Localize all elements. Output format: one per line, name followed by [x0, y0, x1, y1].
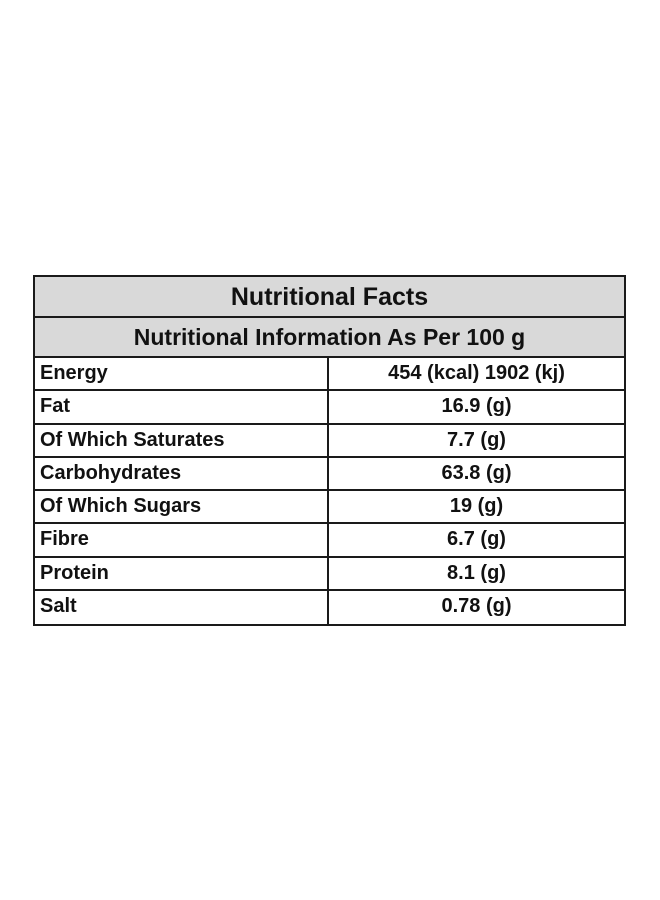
table-row-protein: Protein 8.1 (g) [35, 557, 624, 592]
nutrient-label: Protein [35, 557, 329, 590]
nutrient-label: Fibre [35, 524, 329, 556]
table-row-fat: Fat 16.9 (g) [35, 391, 624, 425]
nutrient-value: 16.9 (g) [441, 395, 512, 418]
nutrient-value: 454 (kcal) 1902 (kj) [388, 362, 565, 384]
nutrient-label: Of Which Sugars [35, 491, 329, 523]
nutrient-value: 8.1 (g) [447, 561, 506, 584]
nutrient-value: 0.78 (g) [441, 595, 512, 618]
table-row-carbohydrates: Carbohydrates 63.8 (g) [35, 457, 624, 492]
nutrient-value: 19 (g) [449, 495, 504, 518]
nutrient-label: Energy [35, 358, 329, 390]
table-row-saturates: Of Which Saturates 7.7 (g) [35, 424, 624, 458]
table-title: Nutritional Facts [35, 277, 624, 318]
nutrition-facts-table: Nutritional Facts Nutritional Informatio… [33, 275, 626, 627]
table-row-energy: Energy 454 (kcal) 1902 (kj) [35, 358, 624, 392]
nutrient-value: 63.8 (g) [441, 461, 512, 484]
table-row-fibre: Fibre 6.7 (g) [35, 524, 624, 558]
table-row-sugars: Of Which Sugars 19 (g) [35, 491, 624, 525]
nutrient-label: Fat [35, 391, 329, 423]
table-subtitle: Nutritional Information As Per 100 g [35, 318, 624, 358]
nutrient-label: Salt [35, 591, 329, 625]
nutrient-label: Of Which Saturates [35, 424, 329, 456]
table-row-salt: Salt 0.78 (g) [35, 591, 624, 625]
nutrient-label: Carbohydrates [35, 457, 329, 490]
nutrient-value: 6.7 (g) [447, 528, 506, 551]
nutrient-value: 7.7 (g) [447, 428, 506, 451]
